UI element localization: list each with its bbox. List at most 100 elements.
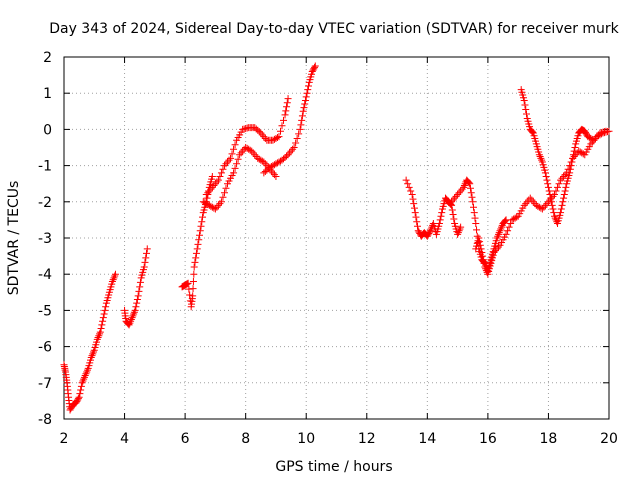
data-point <box>511 214 519 222</box>
data-point <box>272 134 280 142</box>
data-point <box>411 209 419 217</box>
data-point <box>476 241 484 249</box>
series-seg-h <box>448 176 510 275</box>
data-point <box>520 96 528 104</box>
data-point <box>75 393 83 401</box>
data-point <box>93 335 101 343</box>
data-point <box>95 332 103 340</box>
data-point <box>230 145 238 153</box>
data-point <box>284 151 292 159</box>
data-point <box>81 372 89 380</box>
data-point <box>460 182 468 190</box>
data-point <box>191 258 199 266</box>
data-point <box>561 171 569 179</box>
data-point <box>275 158 283 166</box>
data-point <box>585 134 593 142</box>
data-point <box>299 107 307 115</box>
data-point <box>521 101 529 109</box>
data-point <box>543 200 551 208</box>
x-tick-label: 4 <box>120 431 129 447</box>
data-point <box>550 209 558 217</box>
data-point <box>552 187 560 195</box>
x-axis-label: GPS time / hours <box>275 459 392 475</box>
data-point <box>413 222 421 230</box>
data-point <box>127 315 135 323</box>
data-point <box>230 169 238 177</box>
data-point <box>126 319 134 327</box>
data-point <box>131 306 139 314</box>
data-point <box>89 350 97 358</box>
data-point <box>128 314 136 322</box>
data-point <box>466 180 474 188</box>
x-tick-label: 12 <box>358 431 376 447</box>
data-point <box>205 201 213 209</box>
data-point <box>283 99 291 107</box>
data-point <box>542 172 550 180</box>
data-point <box>557 176 565 184</box>
y-tick-label: -4 <box>38 267 52 283</box>
data-point <box>522 200 530 208</box>
data-point <box>520 201 528 209</box>
data-point <box>190 270 198 278</box>
data-point <box>282 107 290 115</box>
data-point <box>507 220 515 228</box>
data-point <box>553 218 561 226</box>
data-point <box>536 153 544 161</box>
data-point <box>510 215 518 223</box>
data-point <box>258 131 266 139</box>
data-point <box>566 169 574 177</box>
data-point <box>251 151 259 159</box>
data-point <box>205 187 213 195</box>
y-tick-label: -8 <box>38 412 52 428</box>
data-point <box>311 62 319 70</box>
data-point <box>529 198 537 206</box>
data-point <box>125 321 133 329</box>
data-point <box>457 187 465 195</box>
data-point <box>566 165 574 173</box>
data-point <box>136 278 144 286</box>
data-point <box>133 299 141 307</box>
data-point <box>189 292 197 300</box>
data-point <box>224 158 231 166</box>
data-point <box>535 151 543 159</box>
data-point <box>100 310 108 318</box>
data-point <box>477 245 485 253</box>
data-point <box>202 200 210 208</box>
data-point <box>239 147 247 155</box>
data-point <box>135 287 143 295</box>
data-point <box>544 180 552 188</box>
data-point <box>220 189 228 197</box>
x-tick-label: 14 <box>418 431 436 447</box>
data-point <box>298 112 306 120</box>
series-seg-j <box>517 86 610 228</box>
data-point <box>190 263 198 271</box>
y-axis-label: SDTVAR / TECUs <box>6 181 22 296</box>
data-point <box>216 200 224 208</box>
data-point <box>196 227 204 235</box>
data-point <box>111 270 119 278</box>
data-point <box>528 196 536 204</box>
x-tick-label: 6 <box>181 431 190 447</box>
data-point <box>132 303 140 311</box>
data-point <box>300 104 308 112</box>
data-point <box>111 272 119 280</box>
data-point <box>203 194 211 202</box>
data-point <box>286 149 294 157</box>
data-point <box>80 375 88 383</box>
data-point <box>549 205 557 213</box>
data-point <box>99 317 107 325</box>
data-point <box>297 121 305 129</box>
data-point <box>448 206 456 214</box>
data-point <box>476 238 484 246</box>
data-point <box>547 194 555 202</box>
data-point <box>193 245 201 253</box>
data-point <box>213 178 221 186</box>
chart-title: Day 343 of 2024, Sidereal Day-to-day VTE… <box>49 21 619 37</box>
series-seg-d <box>199 144 280 213</box>
data-point <box>202 191 210 199</box>
data-point <box>435 220 443 228</box>
data-point <box>243 144 251 152</box>
data-point <box>211 180 219 188</box>
data-point <box>79 377 87 385</box>
data-point <box>478 248 486 256</box>
